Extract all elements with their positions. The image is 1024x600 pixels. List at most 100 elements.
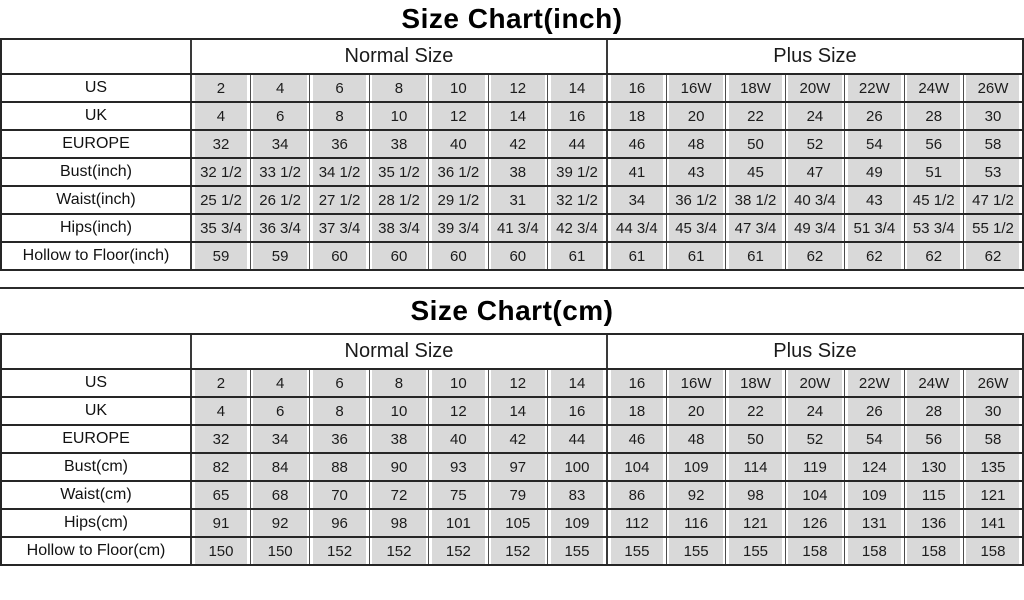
table-row: UK 4 6 8 10 12 14 16 18 20 22 24 26 28 30 <box>1 396 1024 426</box>
size-value-cell: 26 <box>844 101 905 131</box>
size-value-cell: 2 <box>189 368 251 398</box>
size-value-cell: 27 1/2 <box>309 185 370 215</box>
size-value-cell: 46 <box>605 129 667 159</box>
size-value-cell: 155 <box>605 536 667 566</box>
size-value-cell: 4 <box>189 101 251 131</box>
size-value-cell: 31 <box>487 185 549 215</box>
size-value-cell: 131 <box>844 508 905 538</box>
size-chart-cm-table: Normal Size Plus Size US 2 4 6 8 10 12 14 16 16W 18W… <box>0 333 1024 566</box>
size-value-cell: 44 <box>547 129 608 159</box>
size-value-cell: 93 <box>428 452 489 482</box>
size-value-cell: 26 <box>844 396 905 426</box>
size-value-cell: 61 <box>725 241 786 271</box>
table-row: Bust(cm) 82 84 88 90 93 97 100 104 109 114 119 124 13… <box>1 452 1024 482</box>
row-label: Waist(inch) <box>1 185 191 215</box>
size-value-cell: 2 <box>189 73 251 103</box>
size-value-cell: 47 3/4 <box>725 213 786 243</box>
size-value-cell: 41 3/4 <box>487 213 549 243</box>
size-value-cell: 18W <box>725 73 786 103</box>
size-value-cell: 22 <box>725 101 786 131</box>
size-value-cell: 44 3/4 <box>605 213 667 243</box>
size-value-cell: 60 <box>309 241 370 271</box>
size-value-cell: 79 <box>487 480 549 510</box>
size-value-cell: 50 <box>725 129 786 159</box>
size-value-cell: 34 <box>249 424 311 454</box>
size-value-cell: 18 <box>605 101 667 131</box>
row-label: Hollow to Floor(cm) <box>1 536 191 566</box>
size-value-cell: 115 <box>903 480 964 510</box>
size-value-cell: 38 3/4 <box>368 213 430 243</box>
size-value-cell: 6 <box>309 73 370 103</box>
row-label: Hollow to Floor(inch) <box>1 241 191 271</box>
size-value-cell: 10 <box>368 396 430 426</box>
size-value-cell: 91 <box>189 508 251 538</box>
size-value-cell: 62 <box>844 241 905 271</box>
size-value-cell: 20 <box>665 101 727 131</box>
size-value-cell: 152 <box>368 536 430 566</box>
size-value-cell: 109 <box>547 508 608 538</box>
size-value-cell: 41 <box>605 157 667 187</box>
size-value-cell: 152 <box>487 536 549 566</box>
size-value-cell: 105 <box>487 508 549 538</box>
size-value-cell: 141 <box>962 508 1024 538</box>
size-value-cell: 92 <box>665 480 727 510</box>
size-value-cell: 28 1/2 <box>368 185 430 215</box>
size-value-cell: 36 <box>309 424 370 454</box>
size-value-cell: 97 <box>487 452 549 482</box>
row-label: US <box>1 368 191 398</box>
size-value-cell: 119 <box>784 452 846 482</box>
size-value-cell: 8 <box>309 101 370 131</box>
size-value-cell: 32 <box>189 424 251 454</box>
size-value-cell: 43 <box>844 185 905 215</box>
size-value-cell: 98 <box>725 480 786 510</box>
size-value-cell: 92 <box>249 508 311 538</box>
size-value-cell: 150 <box>189 536 251 566</box>
size-value-cell: 12 <box>428 101 489 131</box>
size-value-cell: 39 3/4 <box>428 213 489 243</box>
size-value-cell: 4 <box>249 73 311 103</box>
section-divider-line <box>0 287 1024 289</box>
size-value-cell: 12 <box>428 396 489 426</box>
row-label: Bust(cm) <box>1 452 191 482</box>
size-value-cell: 6 <box>249 396 311 426</box>
row-label: Bust(inch) <box>1 157 191 187</box>
size-value-cell: 26W <box>962 368 1024 398</box>
size-value-cell: 53 3/4 <box>903 213 964 243</box>
size-value-cell: 58 <box>962 424 1024 454</box>
row-label: UK <box>1 396 191 426</box>
normal-size-header: Normal Size <box>190 333 607 370</box>
size-value-cell: 8 <box>309 396 370 426</box>
size-value-cell: 60 <box>428 241 489 271</box>
size-value-cell: 121 <box>962 480 1024 510</box>
size-value-cell: 36 3/4 <box>249 213 311 243</box>
size-value-cell: 52 <box>784 424 846 454</box>
size-value-cell: 158 <box>844 536 905 566</box>
size-value-cell: 49 3/4 <box>784 213 846 243</box>
size-value-cell: 35 3/4 <box>189 213 251 243</box>
size-value-cell: 18 <box>605 396 667 426</box>
size-value-cell: 14 <box>547 73 608 103</box>
size-value-cell: 101 <box>428 508 489 538</box>
size-chart-inch-title: Size Chart(inch) <box>401 3 623 34</box>
size-value-cell: 25 1/2 <box>189 185 251 215</box>
size-value-cell: 50 <box>725 424 786 454</box>
table-row: US 2 4 6 8 10 12 14 16 16W 18W 20W 22W 24W 26W <box>1 368 1024 398</box>
size-value-cell: 6 <box>309 368 370 398</box>
size-value-cell: 58 <box>962 129 1024 159</box>
size-value-cell: 53 <box>962 157 1024 187</box>
normal-size-header: Normal Size <box>190 38 607 75</box>
size-value-cell: 109 <box>844 480 905 510</box>
size-value-cell: 45 1/2 <box>903 185 964 215</box>
size-value-cell: 22W <box>844 368 905 398</box>
size-value-cell: 135 <box>962 452 1024 482</box>
size-value-cell: 56 <box>903 129 964 159</box>
row-label: Hips(cm) <box>1 508 191 538</box>
size-value-cell: 20W <box>784 368 846 398</box>
size-value-cell: 45 <box>725 157 786 187</box>
size-value-cell: 121 <box>725 508 786 538</box>
size-value-cell: 109 <box>665 452 727 482</box>
size-value-cell: 10 <box>428 368 489 398</box>
size-value-cell: 112 <box>605 508 667 538</box>
size-value-cell: 16 <box>605 368 667 398</box>
size-value-cell: 42 <box>487 424 549 454</box>
